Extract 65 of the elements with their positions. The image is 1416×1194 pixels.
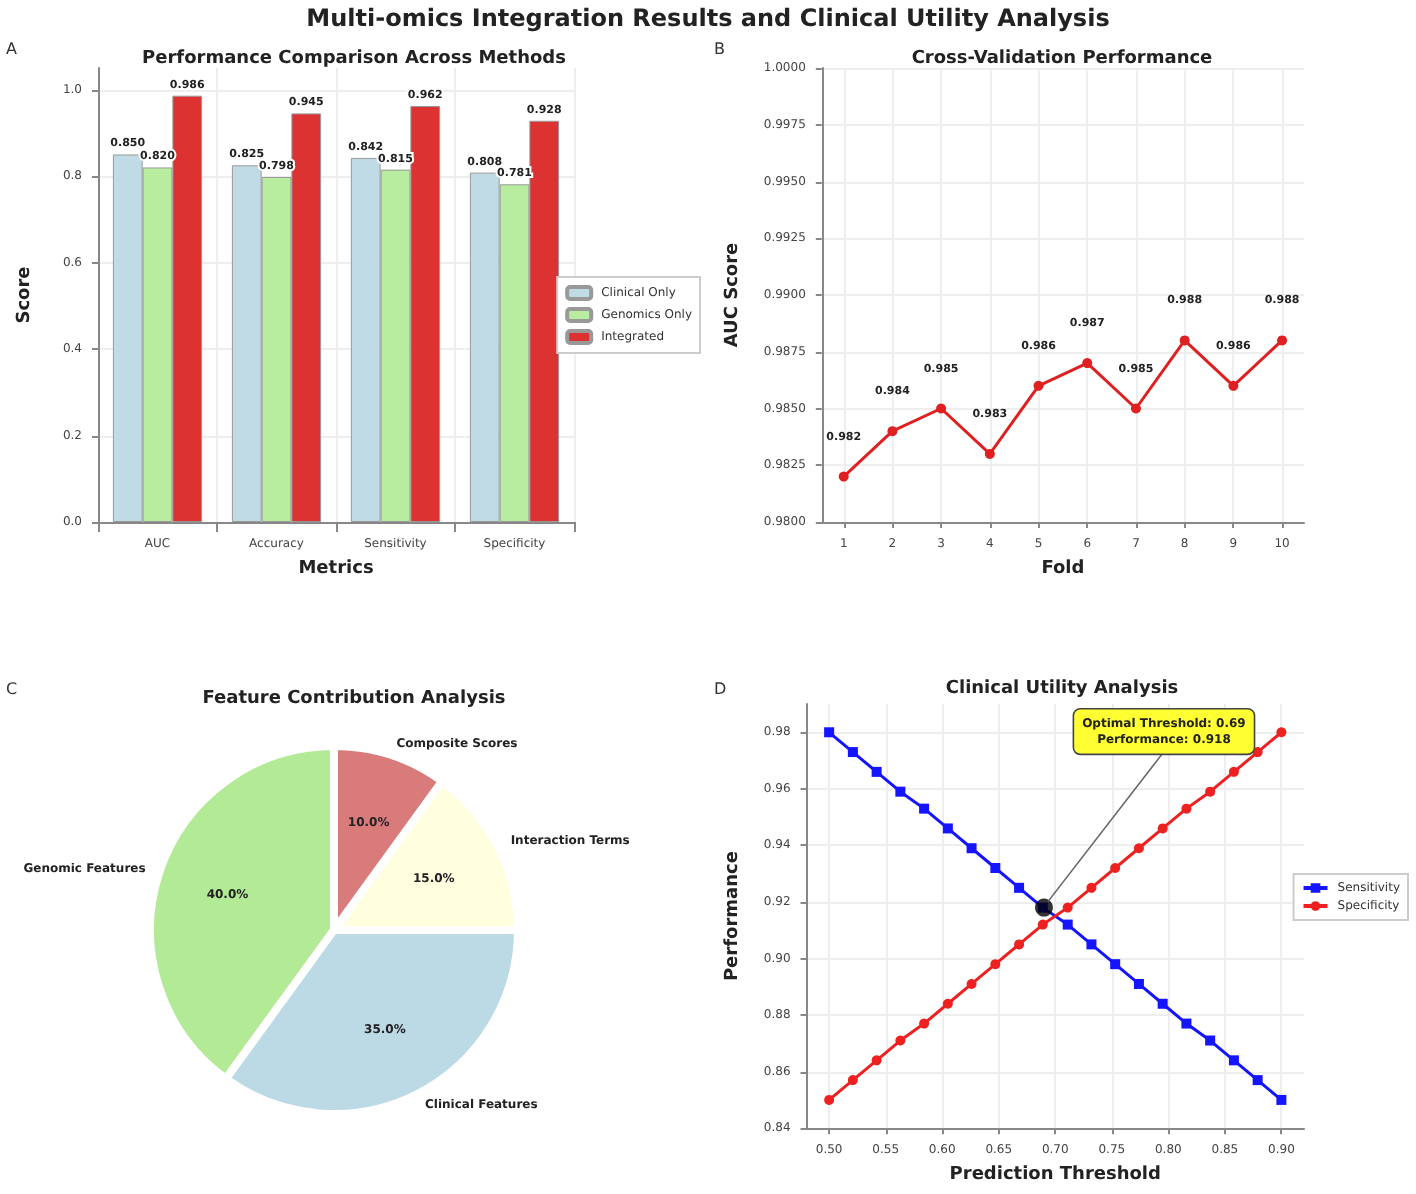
point [1276, 727, 1287, 738]
point [919, 1018, 930, 1029]
point [847, 747, 858, 758]
point [1034, 898, 1053, 917]
point [1157, 823, 1168, 834]
text: C [6, 680, 18, 698]
x-axis-title: Fold [1041, 558, 1085, 579]
point [984, 448, 995, 459]
point [1082, 358, 1093, 369]
point [1062, 902, 1073, 913]
point [1181, 803, 1192, 814]
point [1228, 1055, 1239, 1066]
point [1179, 335, 1190, 346]
point [936, 403, 947, 414]
y-axis-title: Score [15, 266, 35, 324]
text: Multi-omics Integration Results and Clinical Utility Analysis [304, 4, 1112, 32]
point [1086, 882, 1097, 893]
point [966, 843, 977, 854]
point [1228, 766, 1239, 777]
point [895, 1035, 906, 1046]
point [824, 1094, 835, 1105]
point [1037, 919, 1048, 930]
point [1110, 863, 1121, 874]
point [871, 766, 882, 777]
point [1133, 978, 1144, 989]
chart-title: Performance Comparison Across Methods [142, 49, 566, 69]
point [1110, 959, 1121, 970]
point [1086, 939, 1097, 950]
x-axis-title: Metrics [298, 558, 374, 579]
chart-title: Cross-Validation Performance [911, 49, 1213, 69]
text: A [6, 40, 17, 58]
point [1252, 1075, 1263, 1086]
y-axis-title: Performance [723, 851, 743, 982]
point [990, 863, 1001, 874]
x-axis-title: Prediction Threshold [949, 1165, 1161, 1185]
chart-title: Clinical Utility Analysis [945, 679, 1179, 699]
text: B [714, 40, 725, 58]
point [966, 978, 977, 989]
point [1228, 380, 1239, 391]
point [895, 786, 906, 797]
point [871, 1055, 882, 1066]
point [1277, 335, 1288, 346]
point [838, 471, 849, 482]
point [887, 426, 898, 437]
point [1062, 919, 1073, 930]
point [942, 998, 953, 1009]
point [919, 803, 930, 814]
point [1033, 380, 1044, 391]
point [1252, 747, 1263, 758]
point [990, 959, 1001, 970]
point [1181, 1018, 1192, 1029]
text: D [714, 680, 727, 698]
point [1205, 786, 1216, 797]
point [1133, 843, 1144, 854]
point [1205, 1035, 1216, 1046]
point [1014, 882, 1025, 893]
chart-title: Feature Contribution Analysis [202, 689, 506, 709]
point [824, 727, 835, 738]
point [1276, 1094, 1287, 1105]
point [1157, 998, 1168, 1009]
point [942, 823, 953, 834]
y-axis-title: AUC Score [723, 242, 743, 348]
point [847, 1075, 858, 1086]
point [1130, 403, 1141, 414]
point [1014, 939, 1025, 950]
